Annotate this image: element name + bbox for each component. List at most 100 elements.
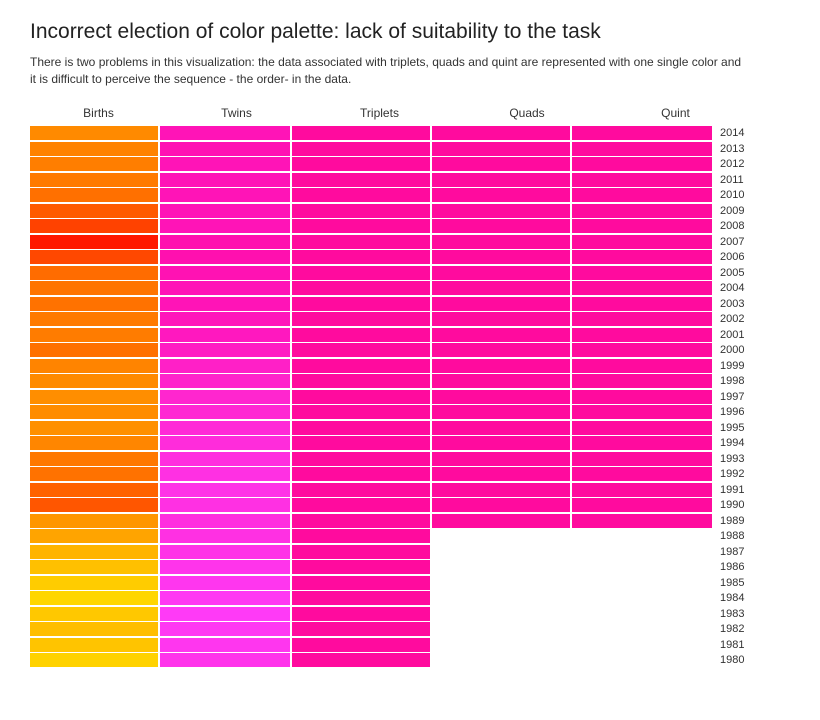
year-label: 2014 [714, 127, 760, 139]
heatmap-cell [30, 281, 158, 295]
heatmap-cell [292, 514, 430, 528]
heatmap-cell [160, 266, 290, 280]
heatmap-cell [160, 452, 290, 466]
heatmap-cell [292, 421, 430, 435]
year-label: 2008 [714, 220, 760, 232]
heatmap-cell [160, 250, 290, 264]
heatmap-row: 1980 [30, 653, 760, 669]
heatmap-row: 1981 [30, 637, 760, 653]
heatmap-cell [30, 219, 158, 233]
heatmap-cell [572, 405, 712, 419]
heatmap-cell [292, 142, 430, 156]
year-label: 1992 [714, 468, 760, 480]
heatmap-cell [160, 390, 290, 404]
heatmap-cell [30, 390, 158, 404]
heatmap-cell [292, 157, 430, 171]
heatmap-cell [160, 638, 290, 652]
heatmap-cell [292, 219, 430, 233]
heatmap-cell [432, 514, 571, 528]
heatmap-cell [432, 638, 571, 652]
heatmap-cell [30, 188, 158, 202]
heatmap-cell [432, 545, 571, 559]
heatmap-cell [160, 591, 290, 605]
heatmap-cell [292, 390, 430, 404]
heatmap-cell [160, 312, 290, 326]
heatmap-cell [572, 591, 712, 605]
heatmap-cell [572, 204, 712, 218]
heatmap-cell [572, 235, 712, 249]
heatmap-cell [572, 173, 712, 187]
heatmap-cell [30, 452, 158, 466]
heatmap-row: 1985 [30, 575, 760, 591]
year-label: 2013 [714, 143, 760, 155]
heatmap-cell [160, 173, 290, 187]
heatmap-row: 1989 [30, 513, 760, 529]
heatmap-cell [432, 188, 571, 202]
heatmap-cell [572, 142, 712, 156]
heatmap-cell [432, 157, 571, 171]
heatmap-cell [160, 343, 290, 357]
year-label: 1997 [714, 391, 760, 403]
heatmap-cell [30, 157, 158, 171]
heatmap-cell [292, 467, 430, 481]
year-label: 2002 [714, 313, 760, 325]
heatmap-cell [292, 126, 430, 140]
heatmap-cell [572, 157, 712, 171]
heatmap-cell [292, 328, 430, 342]
year-label: 2009 [714, 205, 760, 217]
heatmap-row: 1988 [30, 529, 760, 545]
column-header: Twins [167, 106, 306, 124]
heatmap-cell [432, 436, 571, 450]
heatmap-cell [160, 653, 290, 667]
heatmap-cell [432, 173, 571, 187]
heatmap-cell [160, 467, 290, 481]
year-label: 1983 [714, 608, 760, 620]
heatmap-cell [572, 219, 712, 233]
heatmap-cell [572, 126, 712, 140]
heatmap-cell [30, 235, 158, 249]
heatmap-row: 2012 [30, 157, 760, 173]
heatmap-cell [30, 498, 158, 512]
heatmap-row: 2002 [30, 312, 760, 328]
heatmap-cell [432, 622, 571, 636]
heatmap-cell [292, 545, 430, 559]
heatmap-cell [432, 483, 571, 497]
heatmap-cell [30, 545, 158, 559]
heatmap-row: 2001 [30, 327, 760, 343]
heatmap-cell [292, 622, 430, 636]
heatmap-cell [30, 421, 158, 435]
heatmap-cell [160, 204, 290, 218]
column-header: Quads [453, 106, 601, 124]
heatmap-cell [572, 576, 712, 590]
year-label: 2005 [714, 267, 760, 279]
heatmap-cell [292, 529, 430, 543]
heatmap-cell [30, 529, 158, 543]
year-label: 1990 [714, 499, 760, 511]
year-label: 1985 [714, 577, 760, 589]
heatmap-cell [292, 576, 430, 590]
heatmap-cell [160, 359, 290, 373]
heatmap-cell [160, 545, 290, 559]
heatmap-cell [160, 142, 290, 156]
heatmap-row: 1991 [30, 482, 760, 498]
heatmap-cell [160, 188, 290, 202]
heatmap-cell [292, 607, 430, 621]
year-label: 1995 [714, 422, 760, 434]
page-subtitle: There is two problems in this visualizat… [30, 54, 750, 88]
heatmap-body: 2014201320122011201020092008200720062005… [30, 126, 760, 669]
heatmap-cell [160, 607, 290, 621]
year-label: 1981 [714, 639, 760, 651]
heatmap-cell [160, 436, 290, 450]
heatmap-cell [432, 126, 571, 140]
heatmap-cell [30, 653, 158, 667]
heatmap-cell [432, 281, 571, 295]
heatmap-cell [292, 281, 430, 295]
heatmap-cell [432, 266, 571, 280]
year-label: 1984 [714, 592, 760, 604]
year-label: 1982 [714, 623, 760, 635]
heatmap-cell [30, 374, 158, 388]
heatmap-row: 2003 [30, 296, 760, 312]
heatmap-cell [432, 343, 571, 357]
heatmap-cell [292, 498, 430, 512]
heatmap-cell [432, 591, 571, 605]
